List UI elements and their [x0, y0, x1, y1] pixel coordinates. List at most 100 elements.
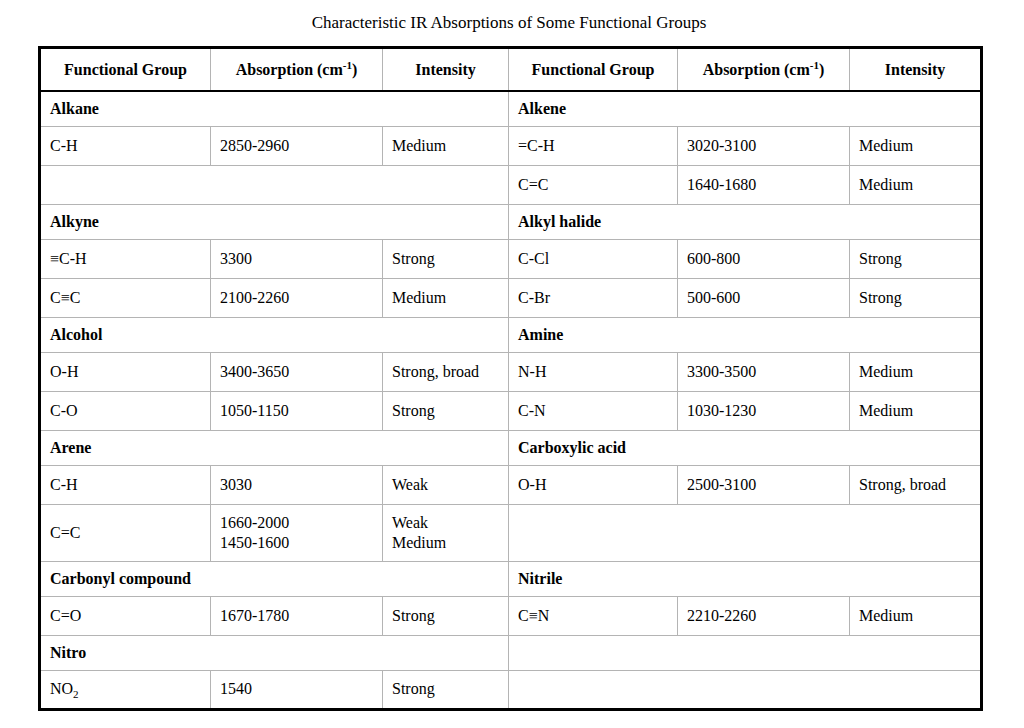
group-cell: C=C [40, 504, 211, 561]
group-cell: C-Br [509, 278, 678, 317]
section-label-alcohol: Alcohol [40, 317, 509, 352]
table-row: C-H 2850-2960 Medium =C-H 3020-3100 Medi… [40, 126, 982, 165]
section-row-carbonyl-nitrile: Carbonyl compound Nitrile [40, 561, 982, 596]
section-label-nitrile: Nitrile [509, 561, 982, 596]
table-row: C-H 3030 Weak O-H 2500-3100 Strong, broa… [40, 465, 982, 504]
intensity-cell: Medium [383, 126, 509, 165]
empty-cell [509, 504, 982, 561]
intensity-cell: Strong [850, 278, 982, 317]
absorption-header-paren: ) [819, 61, 824, 78]
ir-absorption-table: Functional Group Absorption (cm-1) Inten… [38, 46, 983, 711]
page-title: Characteristic IR Absorptions of Some Fu… [38, 12, 980, 34]
formula-subscript: 2 [73, 688, 79, 700]
intensity-cell: Medium [850, 352, 982, 391]
intensity-cell: Strong, broad [383, 352, 509, 391]
absorption-cell: 2100-2260 [211, 278, 383, 317]
absorption-cell: 3020-3100 [678, 126, 850, 165]
col-header-functional-group-left: Functional Group [40, 48, 211, 92]
empty-cell [40, 165, 509, 204]
intensity-cell: Strong [383, 670, 509, 709]
section-label-alkane: Alkane [40, 91, 509, 126]
absorption-cell: 2210-2260 [678, 596, 850, 635]
absorption-header-text: Absorption (cm [236, 61, 343, 78]
absorption-line-1: 1660-2000 [220, 513, 382, 533]
group-cell: O-H [509, 465, 678, 504]
group-cell: NO2 [40, 670, 211, 709]
intensity-cell: Medium [850, 391, 982, 430]
section-label-amine: Amine [509, 317, 982, 352]
table-row: ≡C-H 3300 Strong C-Cl 600-800 Strong [40, 239, 982, 278]
group-cell: C-N [509, 391, 678, 430]
group-cell: C≡N [509, 596, 678, 635]
section-row-alkyne-alkyl-halide: Alkyne Alkyl halide [40, 204, 982, 239]
absorption-header-superscript: -1 [343, 58, 352, 70]
intensity-line-1: Weak [392, 513, 508, 533]
table-row: C-O 1050-1150 Strong C-N 1030-1230 Mediu… [40, 391, 982, 430]
col-header-absorption-left: Absorption (cm-1) [211, 48, 383, 92]
section-label-alkyl-halide: Alkyl halide [509, 204, 982, 239]
section-row-alkane-alkene: Alkane Alkene [40, 91, 982, 126]
absorption-cell: 500-600 [678, 278, 850, 317]
absorption-cell: 1670-1780 [211, 596, 383, 635]
group-cell: C-Cl [509, 239, 678, 278]
col-header-functional-group-right: Functional Group [509, 48, 678, 92]
section-label-alkene: Alkene [509, 91, 982, 126]
group-cell: C=O [40, 596, 211, 635]
section-row-alcohol-amine: Alcohol Amine [40, 317, 982, 352]
absorption-cell: 3300 [211, 239, 383, 278]
intensity-cell: Strong, broad [850, 465, 982, 504]
absorption-cell: 3030 [211, 465, 383, 504]
col-header-intensity-left: Intensity [383, 48, 509, 92]
group-cell: =C-H [509, 126, 678, 165]
intensity-cell: Medium [850, 165, 982, 204]
section-row-arene-carboxylic-acid: Arene Carboxylic acid [40, 430, 982, 465]
group-cell: N-H [509, 352, 678, 391]
intensity-cell: Strong [383, 239, 509, 278]
absorption-line-2: 1450-1600 [220, 533, 382, 553]
formula-base: NO [50, 680, 73, 697]
intensity-cell: Medium [850, 126, 982, 165]
intensity-cell: Weak Medium [383, 504, 509, 561]
absorption-header-superscript: -1 [810, 58, 819, 70]
group-cell: C-O [40, 391, 211, 430]
group-cell: O-H [40, 352, 211, 391]
table-row: NO2 1540 Strong [40, 670, 982, 709]
header-row: Functional Group Absorption (cm-1) Inten… [40, 48, 982, 92]
intensity-cell: Strong [383, 391, 509, 430]
group-cell: C≡C [40, 278, 211, 317]
section-label-arene: Arene [40, 430, 509, 465]
absorption-header-paren: ) [352, 61, 357, 78]
empty-cell [509, 670, 982, 709]
absorption-cell: 1640-1680 [678, 165, 850, 204]
absorption-cell: 1540 [211, 670, 383, 709]
absorption-cell: 1050-1150 [211, 391, 383, 430]
absorption-cell: 2500-3100 [678, 465, 850, 504]
group-cell: ≡C-H [40, 239, 211, 278]
absorption-header-text: Absorption (cm [703, 61, 810, 78]
intensity-cell: Weak [383, 465, 509, 504]
absorption-cell: 1660-2000 1450-1600 [211, 504, 383, 561]
col-header-intensity-right: Intensity [850, 48, 982, 92]
group-cell: C=C [509, 165, 678, 204]
empty-cell [509, 635, 982, 670]
absorption-cell: 2850-2960 [211, 126, 383, 165]
table-row: C=C 1640-1680 Medium [40, 165, 982, 204]
absorption-cell: 600-800 [678, 239, 850, 278]
absorption-cell: 3300-3500 [678, 352, 850, 391]
col-header-absorption-right: Absorption (cm-1) [678, 48, 850, 92]
table-row: C=O 1670-1780 Strong C≡N 2210-2260 Mediu… [40, 596, 982, 635]
group-cell: C-H [40, 126, 211, 165]
intensity-cell: Medium [850, 596, 982, 635]
table-row: C=C 1660-2000 1450-1600 Weak Medium [40, 504, 982, 561]
table-row: O-H 3400-3650 Strong, broad N-H 3300-350… [40, 352, 982, 391]
intensity-cell: Strong [850, 239, 982, 278]
section-label-carbonyl-compound: Carbonyl compound [40, 561, 509, 596]
section-label-carboxylic-acid: Carboxylic acid [509, 430, 982, 465]
intensity-cell: Medium [383, 278, 509, 317]
table-row: C≡C 2100-2260 Medium C-Br 500-600 Strong [40, 278, 982, 317]
section-label-nitro: Nitro [40, 635, 509, 670]
section-row-nitro: Nitro [40, 635, 982, 670]
section-label-alkyne: Alkyne [40, 204, 509, 239]
intensity-cell: Strong [383, 596, 509, 635]
intensity-line-2: Medium [392, 533, 508, 553]
